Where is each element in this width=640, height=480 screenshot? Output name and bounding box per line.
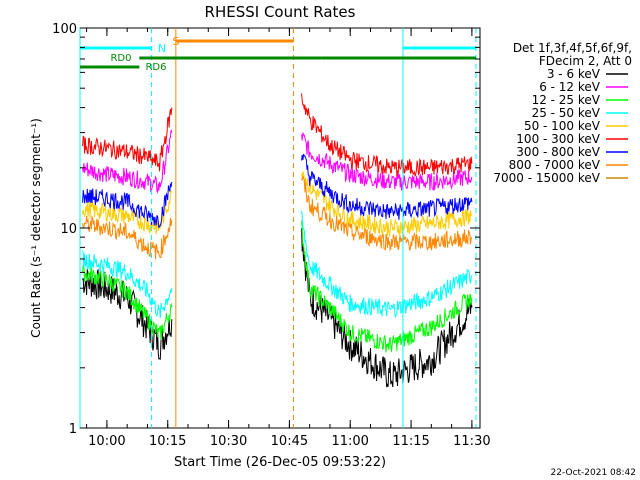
series-line-3 bbox=[82, 263, 173, 340]
x-tick-label-3: 10:30 bbox=[210, 434, 247, 449]
legend-label-1: 3 - 6 keV bbox=[547, 67, 601, 81]
legend-label-9: 7000 - 15000 keV bbox=[493, 171, 600, 185]
legend: Det 1f,3f,4f,5f,6f,9f, FDecim 2, Att 0 3… bbox=[493, 41, 632, 185]
x-tick-label-1: 10:00 bbox=[88, 434, 125, 449]
x-tick-label-2: 10:15 bbox=[149, 434, 186, 449]
series-line-7-1 bbox=[301, 153, 473, 220]
legend-header-line-2: FDecim 2, Att 0 bbox=[539, 54, 632, 68]
chart-title: RHESSI Count Rates bbox=[205, 3, 356, 21]
annotation-n: N bbox=[158, 42, 166, 55]
x-tick-label-4: 10:45 bbox=[271, 434, 308, 449]
x-tick-label-7: 11:30 bbox=[453, 434, 490, 449]
legend-label-4: 25 - 50 keV bbox=[532, 106, 601, 120]
legend-label-5: 50 - 100 keV bbox=[524, 119, 601, 133]
x-tick-label-6: 11:15 bbox=[392, 434, 429, 449]
legend-header-line-1: Det 1f,3f,4f,5f,6f,9f, bbox=[513, 41, 632, 55]
y-tick-label-2: 10 bbox=[60, 222, 77, 237]
series-line-4 bbox=[82, 250, 173, 319]
series-line-8-1 bbox=[301, 176, 473, 252]
series-line-1 bbox=[82, 268, 173, 361]
x-axis-label: Start Time (26-Dec-05 09:53:22) bbox=[174, 455, 386, 470]
status-bars: SN RD0 RD6 bbox=[80, 35, 476, 73]
legend-label-7: 300 - 800 keV bbox=[516, 145, 600, 159]
y-axis-label: Count Rate (s⁻¹ detector segment⁻¹) bbox=[29, 118, 43, 338]
y-tick-label-1: 1 bbox=[69, 422, 77, 437]
series-line-6-1 bbox=[301, 93, 473, 177]
legend-label-8: 800 - 7000 keV bbox=[509, 158, 601, 172]
annotation-s: S bbox=[173, 35, 180, 48]
series-line-4-1 bbox=[301, 210, 473, 318]
series-line-3-1 bbox=[301, 220, 473, 353]
series-group bbox=[82, 93, 473, 388]
annotation-rd6: RD6 bbox=[145, 62, 166, 73]
series-line-6 bbox=[82, 107, 173, 172]
footer-timestamp: 22-Oct-2021 08:42 bbox=[551, 468, 636, 478]
series-line-7 bbox=[82, 181, 173, 229]
axes: 10:00 10:15 10:30 10:45 11:00 11:15 11:30 1 10 10… bbox=[52, 22, 490, 449]
legend-label-6: 100 - 300 keV bbox=[516, 132, 600, 146]
y-tick-label-3: 100 bbox=[52, 22, 77, 37]
x-tick-label-5: 11:00 bbox=[331, 434, 368, 449]
series-line-5 bbox=[82, 189, 173, 235]
series-line-2 bbox=[82, 129, 173, 194]
legend-label-2: 6 - 12 keV bbox=[539, 80, 601, 94]
series-line-8 bbox=[82, 215, 173, 260]
series-line-2-1 bbox=[301, 132, 473, 191]
annotation-rd0: RD0 bbox=[110, 53, 131, 64]
legend-label-3: 12 - 25 keV bbox=[532, 93, 601, 107]
